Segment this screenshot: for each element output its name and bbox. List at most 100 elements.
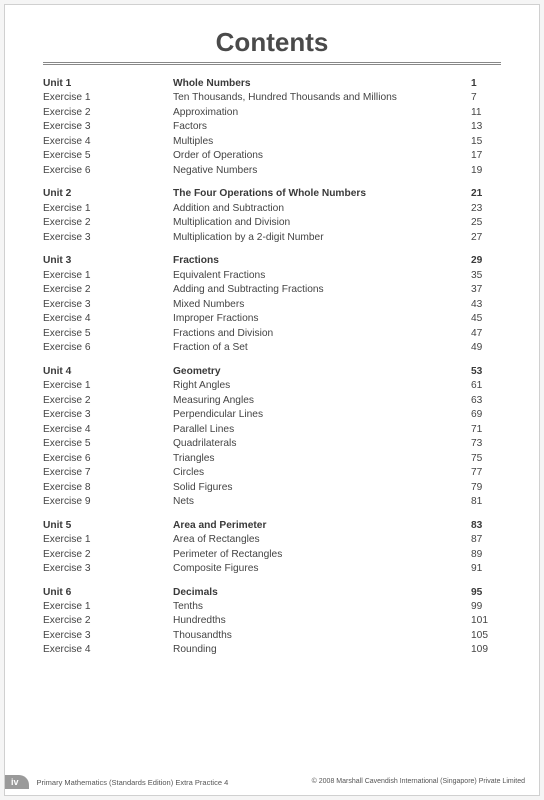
copyright-text: © 2008 Marshall Cavendish International … bbox=[312, 778, 539, 789]
unit-header-row: Unit 1Whole Numbers1 bbox=[43, 77, 501, 91]
unit-block: Unit 6Decimals95Exercise 1Tenths99Exerci… bbox=[43, 586, 501, 658]
unit-block: Unit 1Whole Numbers1Exercise 1Ten Thousa… bbox=[43, 77, 501, 178]
exercise-label: Exercise 9 bbox=[43, 495, 173, 509]
exercise-page: 69 bbox=[471, 408, 501, 422]
unit-header-row: Unit 6Decimals95 bbox=[43, 586, 501, 600]
book-title: Primary Mathematics (Standards Edition) … bbox=[33, 778, 229, 789]
exercise-row: Exercise 1Addition and Subtraction23 bbox=[43, 202, 501, 216]
exercise-title: Fractions and Division bbox=[173, 327, 471, 341]
exercise-row: Exercise 3Composite Figures91 bbox=[43, 562, 501, 576]
unit-title: Decimals bbox=[173, 586, 471, 600]
exercise-page: 61 bbox=[471, 379, 501, 393]
exercise-page: 13 bbox=[471, 120, 501, 134]
unit-label: Unit 6 bbox=[43, 586, 173, 600]
exercise-row: Exercise 2Hundredths101 bbox=[43, 614, 501, 628]
unit-label: Unit 3 bbox=[43, 254, 173, 268]
unit-header-row: Unit 4Geometry53 bbox=[43, 365, 501, 379]
exercise-label: Exercise 2 bbox=[43, 614, 173, 628]
exercise-page: 77 bbox=[471, 466, 501, 480]
exercise-title: Multiplication by a 2-digit Number bbox=[173, 231, 471, 245]
exercise-page: 71 bbox=[471, 423, 501, 437]
unit-page: 1 bbox=[471, 77, 501, 91]
exercise-title: Multiplication and Division bbox=[173, 216, 471, 230]
exercise-page: 49 bbox=[471, 341, 501, 355]
exercise-row: Exercise 3Multiplication by a 2-digit Nu… bbox=[43, 231, 501, 245]
exercise-row: Exercise 1Ten Thousands, Hundred Thousan… bbox=[43, 91, 501, 105]
exercise-label: Exercise 2 bbox=[43, 394, 173, 408]
exercise-title: Perimeter of Rectangles bbox=[173, 548, 471, 562]
exercise-title: Equivalent Fractions bbox=[173, 269, 471, 283]
exercise-row: Exercise 4Rounding109 bbox=[43, 643, 501, 657]
exercise-page: 105 bbox=[471, 629, 501, 643]
unit-title: Area and Perimeter bbox=[173, 519, 471, 533]
exercise-label: Exercise 3 bbox=[43, 408, 173, 422]
title-rule bbox=[43, 62, 501, 65]
unit-label: Unit 1 bbox=[43, 77, 173, 91]
unit-title: Whole Numbers bbox=[173, 77, 471, 91]
contents-title: Contents bbox=[43, 27, 501, 62]
exercise-label: Exercise 5 bbox=[43, 437, 173, 451]
exercise-row: Exercise 2Perimeter of Rectangles89 bbox=[43, 548, 501, 562]
exercise-title: Addition and Subtraction bbox=[173, 202, 471, 216]
exercise-title: Composite Figures bbox=[173, 562, 471, 576]
exercise-label: Exercise 6 bbox=[43, 164, 173, 178]
exercise-title: Adding and Subtracting Fractions bbox=[173, 283, 471, 297]
exercise-page: 91 bbox=[471, 562, 501, 576]
exercise-row: Exercise 4Improper Fractions45 bbox=[43, 312, 501, 326]
exercise-row: Exercise 5Order of Operations17 bbox=[43, 149, 501, 163]
exercise-row: Exercise 3Factors13 bbox=[43, 120, 501, 134]
exercise-title: Tenths bbox=[173, 600, 471, 614]
exercise-title: Nets bbox=[173, 495, 471, 509]
exercise-title: Area of Rectangles bbox=[173, 533, 471, 547]
exercise-label: Exercise 1 bbox=[43, 202, 173, 216]
exercise-row: Exercise 7Circles77 bbox=[43, 466, 501, 480]
exercise-label: Exercise 1 bbox=[43, 91, 173, 105]
page-number-tab: iv bbox=[5, 775, 29, 789]
exercise-title: Rounding bbox=[173, 643, 471, 657]
unit-page: 29 bbox=[471, 254, 501, 268]
unit-block: Unit 5Area and Perimeter83Exercise 1Area… bbox=[43, 519, 501, 577]
exercise-page: 47 bbox=[471, 327, 501, 341]
exercise-label: Exercise 3 bbox=[43, 120, 173, 134]
exercise-label: Exercise 7 bbox=[43, 466, 173, 480]
exercise-row: Exercise 1Right Angles61 bbox=[43, 379, 501, 393]
exercise-page: 23 bbox=[471, 202, 501, 216]
exercise-label: Exercise 3 bbox=[43, 562, 173, 576]
exercise-page: 109 bbox=[471, 643, 501, 657]
exercise-title: Perpendicular Lines bbox=[173, 408, 471, 422]
exercise-page: 63 bbox=[471, 394, 501, 408]
unit-block: Unit 4Geometry53Exercise 1Right Angles61… bbox=[43, 365, 501, 510]
exercise-title: Negative Numbers bbox=[173, 164, 471, 178]
unit-title: The Four Operations of Whole Numbers bbox=[173, 187, 471, 201]
exercise-label: Exercise 1 bbox=[43, 533, 173, 547]
exercise-page: 17 bbox=[471, 149, 501, 163]
exercise-page: 81 bbox=[471, 495, 501, 509]
exercise-row: Exercise 3Mixed Numbers43 bbox=[43, 298, 501, 312]
exercise-title: Right Angles bbox=[173, 379, 471, 393]
exercise-row: Exercise 2Adding and Subtracting Fractio… bbox=[43, 283, 501, 297]
unit-page: 21 bbox=[471, 187, 501, 201]
unit-title: Geometry bbox=[173, 365, 471, 379]
exercise-label: Exercise 2 bbox=[43, 548, 173, 562]
exercise-label: Exercise 6 bbox=[43, 341, 173, 355]
exercise-label: Exercise 3 bbox=[43, 298, 173, 312]
unit-page: 83 bbox=[471, 519, 501, 533]
exercise-label: Exercise 3 bbox=[43, 231, 173, 245]
unit-label: Unit 2 bbox=[43, 187, 173, 201]
exercise-page: 101 bbox=[471, 614, 501, 628]
exercise-label: Exercise 5 bbox=[43, 149, 173, 163]
unit-header-row: Unit 5Area and Perimeter83 bbox=[43, 519, 501, 533]
exercise-title: Thousandths bbox=[173, 629, 471, 643]
unit-header-row: Unit 3Fractions29 bbox=[43, 254, 501, 268]
exercise-label: Exercise 8 bbox=[43, 481, 173, 495]
exercise-row: Exercise 1Area of Rectangles87 bbox=[43, 533, 501, 547]
table-of-contents: Unit 1Whole Numbers1Exercise 1Ten Thousa… bbox=[43, 77, 501, 658]
exercise-page: 11 bbox=[471, 106, 501, 120]
exercise-label: Exercise 2 bbox=[43, 216, 173, 230]
exercise-label: Exercise 2 bbox=[43, 283, 173, 297]
exercise-title: Improper Fractions bbox=[173, 312, 471, 326]
exercise-title: Circles bbox=[173, 466, 471, 480]
unit-block: Unit 3Fractions29Exercise 1Equivalent Fr… bbox=[43, 254, 501, 355]
exercise-page: 19 bbox=[471, 164, 501, 178]
exercise-row: Exercise 1Tenths99 bbox=[43, 600, 501, 614]
